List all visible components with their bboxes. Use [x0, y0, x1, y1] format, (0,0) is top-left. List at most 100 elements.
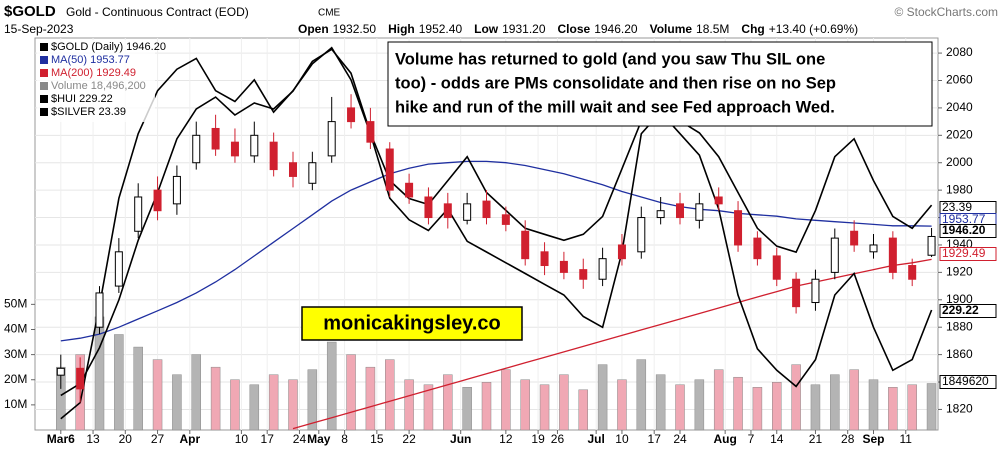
y-tick-label: 1860 — [946, 347, 973, 361]
volume-bar — [907, 384, 917, 431]
price-tag: 1929.49 — [942, 246, 986, 260]
stat-value: 1946.20 — [594, 22, 638, 36]
price-tag: 229.22 — [942, 303, 979, 317]
stat-key: Chg — [741, 22, 764, 36]
volume-bar — [830, 374, 840, 431]
stat-value: 18.5M — [696, 22, 729, 36]
candle-body — [76, 367, 85, 390]
x-tick-label: 13 — [86, 432, 100, 446]
volume-bar — [559, 374, 569, 431]
series-line — [60, 48, 933, 397]
x-tick-label: 15 — [370, 432, 384, 446]
volume-bar — [713, 369, 724, 431]
x-tick-label: 27 — [151, 432, 165, 446]
x-tick-label: 12 — [499, 432, 513, 446]
candle-body — [656, 210, 665, 219]
stat-value: 1932.50 — [333, 22, 377, 36]
volume-tick-label: 30M — [4, 347, 27, 361]
volume-bar — [385, 359, 395, 431]
source: © StockCharts.com — [894, 5, 998, 19]
volume-bar — [210, 366, 221, 431]
y-tick-label: 2080 — [946, 45, 973, 59]
volume-bar — [307, 369, 318, 431]
legend-box — [37, 40, 155, 122]
volume-bar — [172, 374, 182, 431]
volume-bar — [481, 382, 492, 431]
price-tag-box — [939, 375, 997, 389]
candle-body — [95, 292, 104, 328]
price-tag: 23.39 — [942, 200, 972, 214]
exchange: CME — [318, 8, 341, 19]
candle-body — [463, 203, 472, 221]
volume-bar — [772, 382, 782, 431]
x-tick-label: 11 — [900, 432, 913, 446]
legend-swatch — [40, 82, 48, 90]
x-tick-label: 17 — [648, 432, 662, 446]
candle-body — [598, 258, 607, 280]
volume-bar — [752, 387, 763, 431]
candle-body — [888, 237, 897, 273]
legend-swatch — [40, 108, 48, 116]
volume-bar — [791, 364, 801, 431]
volume-bar — [539, 384, 550, 431]
stat-key: High — [388, 22, 415, 36]
stat-value: 1952.40 — [419, 22, 463, 36]
volume-bar — [443, 374, 453, 431]
x-tick-label: Apr — [179, 432, 200, 446]
candle-body — [734, 210, 743, 246]
candle-body — [559, 260, 568, 273]
y-tick-label: 2020 — [946, 127, 973, 141]
y-tick-label: 1820 — [946, 402, 973, 416]
y-tick-label: 1900 — [946, 292, 973, 306]
candle-body — [269, 141, 278, 171]
volume-bar — [191, 354, 201, 431]
candle-body — [714, 196, 723, 205]
legend-label: $HUI 229.22 — [51, 93, 113, 105]
candle-body — [230, 141, 239, 157]
price-tag-box — [939, 247, 997, 261]
annotation-line: too) - odds are PMs consolidate and then… — [395, 74, 836, 92]
candle-body — [405, 182, 414, 198]
candle-body — [347, 107, 356, 123]
candle-body — [327, 121, 336, 157]
volume-bar — [230, 379, 240, 431]
y-tick-label: 1980 — [946, 182, 973, 196]
candle-body — [521, 230, 530, 260]
instrument-name: Gold - Continuous Contract (EOD) — [66, 5, 249, 19]
legend-label: $GOLD (Daily) 1946.20 — [51, 41, 166, 53]
candle-body — [908, 265, 917, 280]
candle-body — [289, 162, 297, 177]
candle-body — [443, 203, 452, 219]
volume-bar — [694, 379, 705, 431]
volume-bar — [617, 379, 627, 431]
price-tag: 1849620 — [942, 374, 989, 388]
legend-label: MA(200) 1929.49 — [51, 67, 136, 79]
annotation-box — [387, 41, 933, 127]
volume-bar — [733, 376, 743, 431]
candle-body — [540, 251, 549, 267]
volume-bar — [501, 369, 511, 431]
candle-body — [811, 278, 820, 304]
x-tick-label: Mar6 — [47, 432, 75, 446]
x-tick-label: 26 — [551, 432, 565, 446]
x-tick-label: 10 — [615, 432, 629, 446]
series-line — [60, 46, 933, 420]
volume-bar — [462, 387, 472, 431]
candle-body — [172, 175, 181, 205]
candle-body — [637, 217, 646, 253]
x-tick-label: 7 — [748, 432, 755, 446]
stat-key: Low — [474, 22, 499, 36]
volume-bar — [326, 341, 337, 431]
candle-body — [676, 203, 684, 219]
stat-value: 1931.20 — [502, 22, 546, 36]
volume-bar — [926, 383, 937, 431]
candle-body — [114, 251, 123, 287]
volume-bar — [597, 364, 608, 431]
volume-bar — [888, 387, 898, 431]
x-tick-label: Sep — [862, 432, 884, 446]
series-line — [60, 160, 932, 342]
candle-body — [250, 134, 259, 157]
price-tag-box — [939, 304, 997, 318]
volume-bar — [423, 384, 434, 431]
x-tick-label: Jul — [587, 432, 604, 446]
